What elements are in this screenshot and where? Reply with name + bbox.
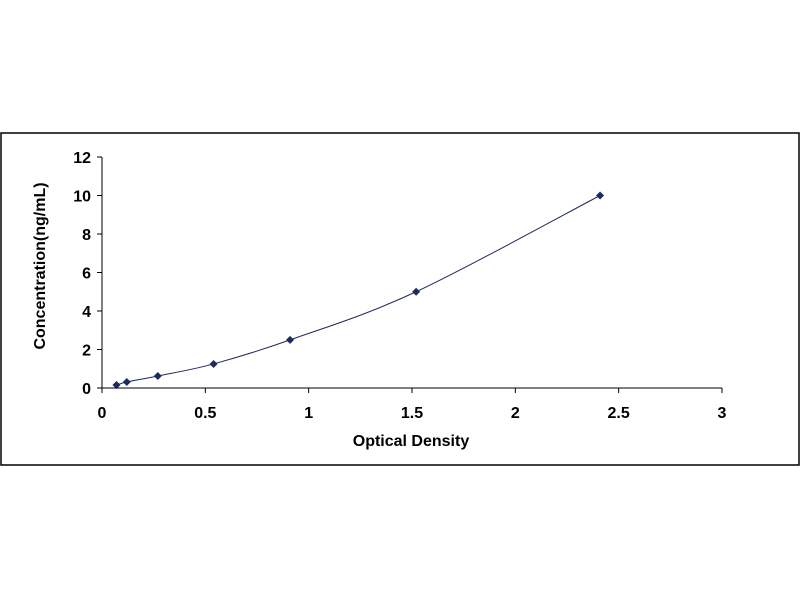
x-tick-label: 0: [98, 405, 107, 422]
x-tick-label: 0.5: [194, 405, 216, 422]
y-tick-label: 10: [73, 189, 91, 206]
x-tick-label: 2.5: [608, 405, 630, 422]
data-point: [209, 359, 218, 368]
x-tick-label: 2: [511, 405, 520, 422]
x-axis-title: Optical Density: [353, 433, 470, 450]
data-point: [412, 287, 421, 296]
y-tick-label: 8: [82, 227, 91, 244]
x-ticks: 0 0.5 1 1.5 2 2.5 3: [98, 388, 727, 422]
x-tick-label: 1.5: [401, 405, 423, 422]
data-point: [286, 335, 295, 344]
data-point: [112, 380, 121, 389]
y-ticks: 0 2 4 6 8 10 12: [73, 150, 102, 398]
y-tick-label: 6: [82, 266, 91, 283]
data-point: [122, 377, 131, 386]
y-tick-label: 12: [73, 150, 91, 167]
x-tick-label: 3: [718, 405, 727, 422]
y-tick-label: 0: [82, 381, 91, 398]
plot-area: [112, 191, 605, 389]
x-tick-label: 1: [304, 405, 313, 422]
data-point: [596, 191, 605, 200]
y-axis-title: Concentration(ng/mL): [32, 182, 49, 349]
data-point: [153, 371, 162, 380]
y-tick-label: 4: [82, 304, 91, 321]
y-tick-label: 2: [82, 343, 91, 360]
